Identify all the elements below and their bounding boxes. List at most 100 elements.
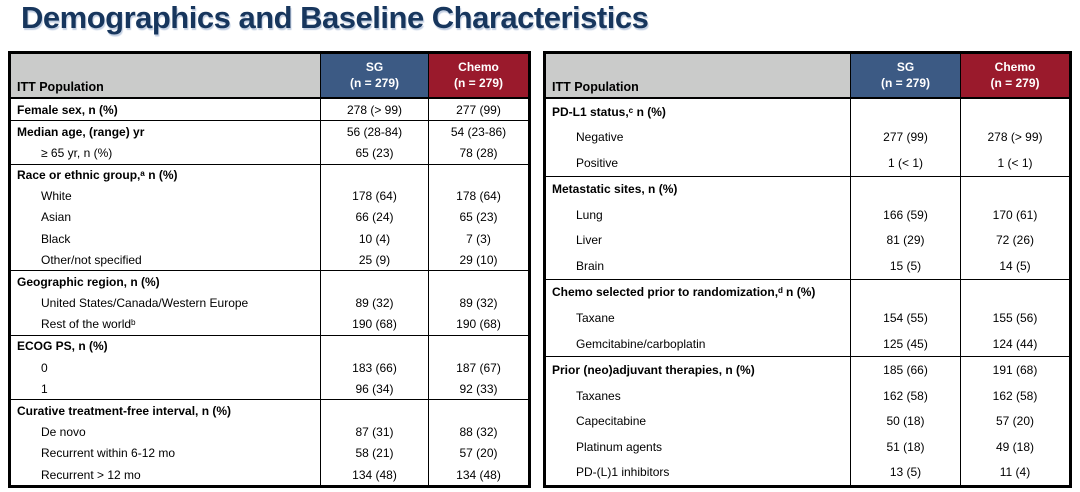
chemo-column-header: Chemo (n = 279): [428, 54, 528, 97]
table-row: Gemcitabine/carboplatin 125 (45) 124 (44): [546, 330, 1069, 357]
chemo-value: 187 (67): [428, 357, 528, 379]
chemo-value: 29 (10): [428, 249, 528, 271]
chemo-value: 1 (< 1): [960, 150, 1069, 176]
row-label: United States/Canada/Western Europe: [41, 296, 249, 311]
chemo-value: 65 (23): [428, 206, 528, 229]
row-label: 1: [41, 381, 48, 396]
sg-value: 87 (31): [320, 421, 428, 443]
row-label: Other/not specified: [41, 252, 142, 267]
table-row: Taxanes 162 (58) 162 (58): [546, 382, 1069, 409]
table-row: ECOG PS, n (%): [11, 334, 528, 358]
sg-column-n: (n = 279): [880, 75, 931, 90]
chemo-value: 7 (3): [428, 228, 528, 250]
sg-column-header: SG (n = 279): [320, 54, 428, 97]
table-body: Female sex, n (%) 278 (> 99) 277 (99) Media…: [11, 99, 528, 486]
baseline-table-left: ITT Population SG (n = 279) Chemo (n = 2…: [8, 51, 531, 488]
sg-value: 50 (18): [850, 408, 960, 434]
table-row: Race or ethnic group,ᵃ n (%): [11, 163, 528, 186]
table-row: Black 10 (4) 7 (3): [11, 228, 528, 250]
chemo-value: 277 (99): [428, 99, 528, 121]
sg-value: [320, 271, 428, 293]
chemo-value: [960, 279, 1069, 306]
row-label: Median age, (range) yr: [17, 124, 145, 139]
row-label: Recurrent > 12 mo: [41, 467, 141, 482]
row-label: PD-(L)1 inhibitors: [576, 465, 670, 480]
table-row: Recurrent > 12 mo 134 (48) 134 (48): [11, 463, 528, 486]
table-row: Capecitabine 50 (18) 57 (20): [546, 408, 1069, 434]
chemo-value: 14 (5): [960, 253, 1069, 279]
sg-column-drug: SG: [365, 59, 384, 74]
row-label: 0: [41, 360, 48, 375]
row-label: ≥ 65 yr, n (%): [41, 145, 113, 160]
row-label: Female sex, n (%): [17, 102, 118, 117]
table-row: Lung 166 (59) 170 (61): [546, 202, 1069, 228]
chemo-value: [428, 271, 528, 293]
sg-value: 25 (9): [320, 249, 428, 271]
sg-value: [320, 164, 428, 186]
chemo-column-header: Chemo (n = 279): [960, 54, 1069, 97]
chemo-value: [960, 176, 1069, 203]
sg-value: 13 (5): [850, 459, 960, 485]
sg-value: [320, 335, 428, 358]
sg-value: 178 (64): [320, 185, 428, 207]
page-title: Demographics and Baseline Characteristic…: [21, 0, 649, 35]
row-label: Chemo selected prior to randomization,ᵈ …: [552, 285, 816, 300]
table-row: Asian 66 (24) 65 (23): [11, 206, 528, 229]
row-label: Taxane: [576, 311, 615, 326]
sg-value: [320, 400, 428, 422]
row-label: Asian: [41, 210, 72, 225]
table-row: Chemo selected prior to randomization,ᵈ …: [546, 278, 1069, 306]
chemo-value: 134 (48): [428, 463, 528, 486]
table-row: Curative treatment-free interval, n (%): [11, 399, 528, 422]
baseline-table-right: ITT Population SG (n = 279) Chemo (n = 2…: [543, 51, 1072, 488]
chemo-value: 72 (26): [960, 227, 1069, 254]
chemo-value: 88 (32): [428, 421, 528, 443]
sg-value: 166 (59): [850, 202, 960, 228]
table-row: Recurrent within 6-12 mo 58 (21) 57 (20): [11, 442, 528, 464]
sg-value: 277 (99): [850, 124, 960, 151]
chemo-value: 57 (20): [960, 408, 1069, 434]
chemo-value: 162 (58): [960, 382, 1069, 409]
chemo-column-n: (n = 279): [453, 75, 504, 90]
chemo-value: 57 (20): [428, 442, 528, 464]
chemo-value: 78 (28): [428, 142, 528, 164]
row-label: Platinum agents: [576, 439, 663, 454]
row-label: Lung: [576, 207, 603, 222]
sg-value: 10 (4): [320, 228, 428, 250]
chemo-value: 155 (56): [960, 305, 1069, 331]
sg-column-header: SG (n = 279): [850, 54, 960, 97]
table-row: Positive 1 (< 1) 1 (< 1): [546, 150, 1069, 176]
row-label: ECOG PS, n (%): [17, 339, 108, 354]
row-label: Liver: [576, 233, 603, 248]
row-label: Metastatic sites, n (%): [552, 182, 678, 197]
row-label: Geographic region, n (%): [17, 274, 160, 289]
chemo-value: 11 (4): [960, 459, 1069, 485]
row-label: Recurrent within 6-12 mo: [41, 446, 176, 461]
itt-population-header: ITT Population: [546, 54, 850, 97]
table-row: Liver 81 (29) 72 (26): [546, 227, 1069, 254]
chemo-value: [428, 400, 528, 422]
table-row: ≥ 65 yr, n (%) 65 (23) 78 (28): [11, 142, 528, 164]
chemo-value: [428, 164, 528, 186]
sg-value: 15 (5): [850, 253, 960, 279]
table-row: Brain 15 (5) 14 (5): [546, 253, 1069, 279]
chemo-value: 191 (68): [960, 357, 1069, 383]
table-row: Rest of the worldᵇ 190 (68) 190 (68): [11, 313, 528, 335]
table-row: Platinum agents 51 (18) 49 (18): [546, 433, 1069, 460]
table-row: Negative 277 (99) 278 (> 99): [546, 124, 1069, 151]
table-row: Taxane 154 (55) 155 (56): [546, 305, 1069, 331]
sg-value: 278 (> 99): [320, 99, 428, 121]
chemo-column-drug: Chemo: [994, 59, 1036, 74]
itt-population-header: ITT Population: [11, 54, 320, 97]
sg-value: 89 (32): [320, 292, 428, 314]
sg-value: 154 (55): [850, 305, 960, 331]
sg-value: 65 (23): [320, 142, 428, 164]
table-row: Female sex, n (%) 278 (> 99) 277 (99): [11, 99, 528, 121]
sg-value: 56 (28-84): [320, 121, 428, 143]
row-label: De novo: [41, 425, 86, 440]
table-row: Prior (neo)adjuvant therapies, n (%) 185 …: [546, 356, 1069, 383]
sg-value: 66 (24): [320, 206, 428, 229]
chemo-value: 190 (68): [428, 313, 528, 335]
table-row: De novo 87 (31) 88 (32): [11, 421, 528, 443]
